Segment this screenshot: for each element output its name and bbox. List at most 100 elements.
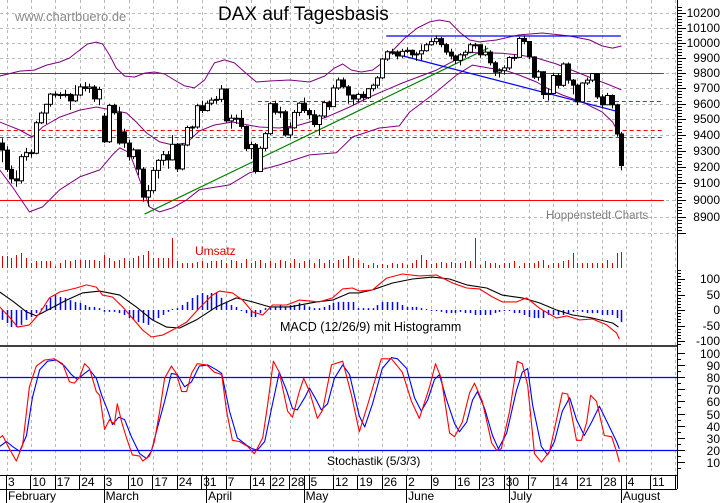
month-label: February [8,489,57,503]
stochastic-d-line [0,357,620,460]
date-tick-label: 9 [432,475,440,489]
date-tick-label: 22 [271,475,285,489]
date-tick-label: 28 [603,475,617,489]
candle-down [283,111,288,136]
bollinger-lower [0,64,622,213]
candle-up [214,98,219,101]
candle-up [146,190,151,198]
candle-down [351,94,356,100]
month-label: April [208,489,233,503]
candle-down [615,104,620,135]
date-tick-label: 28 [291,475,305,489]
candle-down [68,93,73,102]
candle-up [424,44,429,52]
right-axis [677,0,686,489]
candle-down [253,144,258,173]
candle-up [170,143,175,161]
candle-down [488,51,493,64]
candle-down [302,102,307,112]
date-tick-label: 30 [505,475,520,489]
candle-down [53,93,58,96]
candle-up [263,133,268,149]
candle-up [405,49,410,52]
candle-down [122,131,127,144]
candle-down [527,40,532,58]
candle-up [371,84,376,90]
stochastic-panel-label: Stochastik (5/3/3) [327,454,421,468]
candle-up [536,71,541,78]
candle-up [73,94,78,102]
date-tick-label: 7 [530,475,537,489]
candle-up [463,51,468,56]
date-tick-label: 24 [81,475,95,489]
candle-up [87,86,92,89]
candle-down [312,114,317,125]
date-tick-label: 10 [130,475,144,489]
candle-up [34,122,39,154]
candle-up [180,144,185,170]
candle-up [297,102,302,113]
candle-up [546,92,551,96]
candle-up [322,102,327,117]
source-credit: Hoppenstedt Charts [546,210,649,222]
candles [0,35,624,207]
date-tick-label: 17 [154,475,168,489]
candle-down [595,73,600,98]
trendline-uptrend [144,47,489,215]
candle-up [219,88,224,100]
candle-up [458,54,463,61]
candle-up [512,56,517,59]
bollinger-upper [0,19,622,89]
candle-up [605,94,610,106]
date-tick-label: 12 [334,475,349,489]
volume-panel-label: Umsatz [195,244,236,258]
candle-up [209,99,214,104]
macd-signal-line [0,276,619,329]
candle-down [0,142,5,151]
candle-down [575,84,580,103]
candle-down [92,86,97,100]
macd-panel [0,273,623,340]
candle-up [483,51,488,56]
chart-title: DAX auf Tagesbasis [218,4,389,25]
candle-up [336,79,341,89]
date-tick-label: 19 [359,475,373,489]
candle-down [410,49,415,56]
date-tick-label: 10 [32,475,46,489]
candle-up [63,93,68,96]
candle-up [205,102,210,112]
date-tick-label: 23 [481,475,495,489]
candle-down [200,105,205,112]
candle-up [190,126,195,129]
candle-down [273,103,278,113]
candle-down [141,168,146,198]
candle-up [497,70,502,73]
candle-up [473,44,478,47]
candle-up [502,67,507,72]
candle-up [366,88,371,99]
date-tick-label: 14 [252,475,266,489]
candle-down [566,63,571,81]
date-tick-label: 4 [627,475,635,489]
candle-up [517,38,522,58]
macd-line [0,273,620,340]
date-tick-label: 16 [456,475,471,489]
candle-up [131,149,136,158]
candle-down [453,55,458,61]
candle-down [449,51,454,57]
candle-up [58,94,63,97]
candle-down [600,96,605,106]
candle-up [434,38,439,43]
month-label: August [622,489,661,503]
candle-up [356,93,361,100]
date-tick-label: 31 [203,475,217,489]
candle-down [307,110,312,116]
candle-down [136,149,141,170]
candle-down [14,178,19,182]
candle-up [419,50,424,55]
candle-up [414,53,419,56]
candle-down [224,88,229,122]
date-tick-label: 14 [554,475,568,489]
